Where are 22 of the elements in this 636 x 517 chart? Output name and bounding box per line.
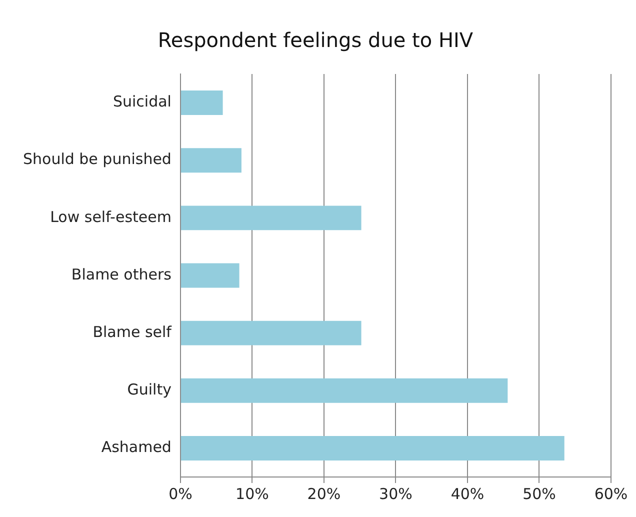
bar bbox=[180, 148, 242, 173]
x-tick-label: 30% bbox=[379, 484, 412, 503]
y-tick-label: Blame others bbox=[71, 265, 172, 284]
chart-title: Respondent feelings due to HIV bbox=[158, 28, 474, 52]
x-tick-label: 60% bbox=[594, 484, 628, 503]
x-tick-label: 0% bbox=[168, 484, 192, 503]
bar bbox=[180, 378, 508, 403]
bar bbox=[180, 320, 362, 346]
x-tick-label: 20% bbox=[307, 484, 341, 503]
bar bbox=[180, 90, 223, 116]
y-tick-label: Should be punished bbox=[22, 150, 172, 168]
x-tick-label: 50% bbox=[522, 484, 556, 503]
y-tick-label: Suicidal bbox=[112, 92, 172, 111]
y-tick-label: Ashamed bbox=[101, 438, 172, 456]
y-tick-label: Blame self bbox=[92, 322, 172, 341]
y-tick-label: Low self-esteem bbox=[50, 208, 172, 226]
x-tick-label: 40% bbox=[450, 484, 484, 503]
y-tick-label: Guilty bbox=[127, 380, 172, 399]
bar bbox=[180, 436, 564, 460]
x-tick-label: 10% bbox=[236, 484, 269, 503]
bar bbox=[180, 206, 362, 230]
bar bbox=[180, 263, 240, 288]
